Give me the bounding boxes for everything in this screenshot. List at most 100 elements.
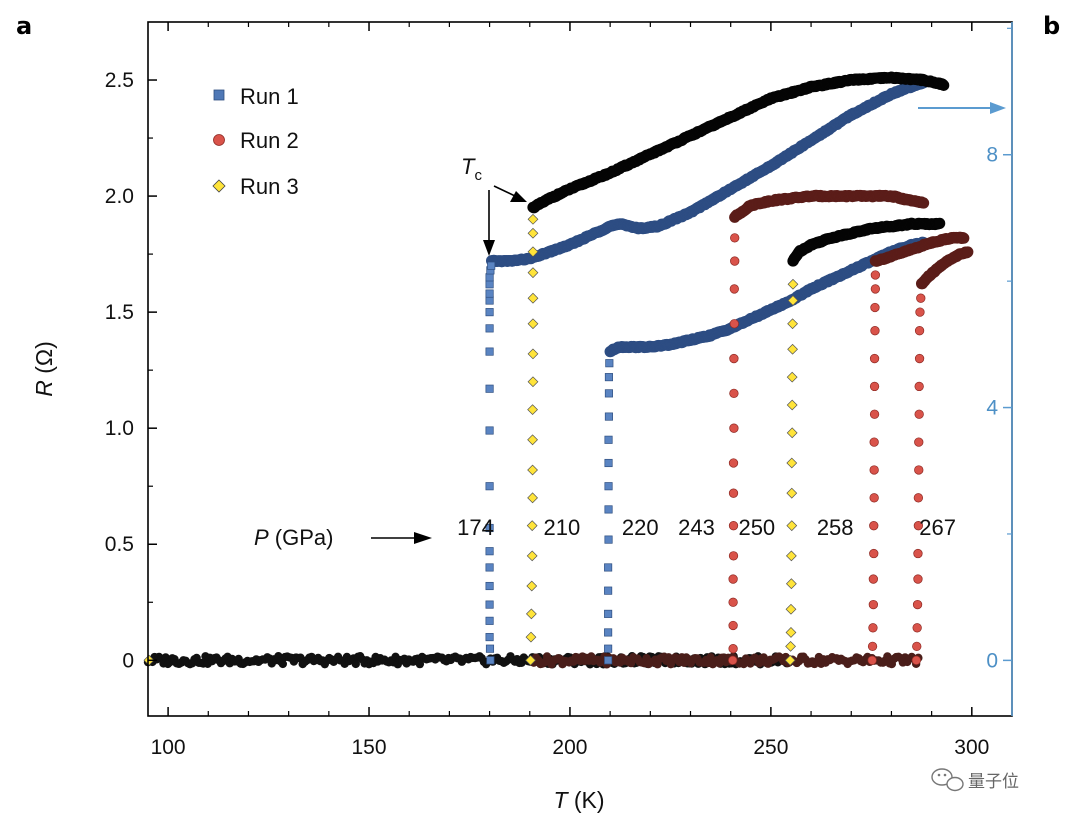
y-axis-unit: (Ω) bbox=[31, 341, 57, 380]
pressure-annotation: P (GPa) bbox=[254, 525, 432, 550]
transition-point bbox=[527, 434, 538, 446]
transition-point bbox=[728, 597, 738, 607]
pressure-value-label: 250 bbox=[738, 515, 775, 540]
transition-point bbox=[485, 273, 494, 282]
x-tick-label: 250 bbox=[753, 736, 788, 759]
transition-point bbox=[485, 563, 494, 572]
y-axis-variable: R bbox=[31, 380, 57, 397]
legend-marker-run-2 bbox=[213, 134, 225, 146]
curve-174-gpa bbox=[485, 77, 930, 665]
wechat-icon bbox=[931, 768, 964, 792]
y-tick-label: 0.5 bbox=[105, 533, 134, 556]
tc-label: Tc bbox=[461, 154, 482, 184]
transition-point bbox=[869, 548, 879, 559]
right-axis-tick-label: 8 bbox=[986, 144, 998, 167]
y-tick-label: 2.5 bbox=[105, 69, 134, 92]
labels-layer: 100 150 200 250 300 0 0.5 1.0 1.5 2.0 2.5 0 4 8 174 210… bbox=[105, 69, 999, 759]
ticks-layer bbox=[148, 22, 1012, 716]
transition-point bbox=[869, 493, 879, 503]
data-layer bbox=[143, 71, 974, 669]
transition-point bbox=[728, 574, 738, 584]
transition-point bbox=[868, 623, 878, 633]
transition-point bbox=[604, 458, 613, 468]
transition-point bbox=[914, 353, 925, 364]
normal-state-point bbox=[938, 79, 950, 91]
transition-point bbox=[728, 620, 738, 631]
transition-point bbox=[913, 548, 923, 559]
transition-point bbox=[729, 284, 739, 294]
y-tick-label: 1.5 bbox=[105, 301, 134, 324]
transition-point bbox=[604, 505, 613, 514]
transition-point bbox=[912, 599, 923, 610]
transition-point bbox=[787, 318, 798, 330]
baseline-point bbox=[351, 659, 360, 669]
transition-point bbox=[912, 641, 922, 652]
right-axis-arrow-head bbox=[990, 102, 1006, 114]
transition-point bbox=[486, 656, 495, 665]
transition-point bbox=[784, 654, 796, 666]
transition-point bbox=[786, 457, 798, 469]
x-tick-label: 150 bbox=[351, 736, 386, 759]
x-tick-label: 300 bbox=[954, 736, 989, 759]
transition-point bbox=[785, 550, 797, 562]
transition-point bbox=[869, 521, 879, 531]
transition-point bbox=[785, 578, 797, 590]
transition-point bbox=[485, 644, 495, 653]
tc-variable: T bbox=[461, 154, 476, 179]
transition-point bbox=[604, 435, 613, 444]
transition-point bbox=[485, 547, 494, 556]
transition-point bbox=[525, 631, 537, 643]
transition-point bbox=[913, 574, 923, 584]
pressure-value-label: 258 bbox=[817, 515, 854, 540]
y-axis-label: R (Ω) bbox=[31, 341, 57, 397]
transition-point bbox=[728, 644, 738, 654]
normal-state-point bbox=[958, 232, 970, 244]
tc-arrow-diagonal-shaft bbox=[493, 185, 516, 197]
transition-point bbox=[786, 399, 798, 411]
tc-subscript: c bbox=[474, 167, 482, 184]
transition-point bbox=[527, 464, 538, 476]
transition-point bbox=[867, 655, 877, 665]
pressure-value-label: 210 bbox=[544, 515, 581, 540]
transition-point bbox=[728, 551, 739, 561]
transition-point bbox=[868, 574, 879, 584]
x-axis-unit: (K) bbox=[568, 787, 605, 813]
baseline-point bbox=[415, 659, 425, 669]
watermark: 量子位 bbox=[931, 768, 1019, 792]
transition-point bbox=[869, 381, 880, 392]
transition-point bbox=[869, 353, 880, 364]
transition-point bbox=[729, 388, 739, 399]
transition-point bbox=[913, 493, 924, 503]
transition-point bbox=[604, 482, 613, 491]
transition-point bbox=[729, 423, 739, 433]
right-axis-indicator-arrow bbox=[918, 102, 1006, 114]
transition-point bbox=[485, 482, 494, 491]
transition-point bbox=[485, 289, 494, 298]
watermark-text: 量子位 bbox=[968, 772, 1019, 792]
transition-point bbox=[485, 347, 494, 356]
baseline-point bbox=[883, 652, 892, 661]
tc-annotation: Tc bbox=[461, 154, 527, 256]
transition-point bbox=[914, 409, 924, 419]
transition-point bbox=[604, 656, 613, 665]
transition-point bbox=[525, 654, 536, 666]
normal-state-point bbox=[962, 246, 974, 258]
curve-220-gpa bbox=[604, 236, 930, 665]
normal-state-point bbox=[917, 197, 930, 209]
transition-point bbox=[485, 280, 494, 289]
transition-point bbox=[728, 458, 739, 468]
transition-point bbox=[730, 256, 740, 266]
transition-point bbox=[785, 640, 796, 652]
pressure-value-label: 267 bbox=[919, 515, 956, 540]
transition-point bbox=[787, 295, 799, 306]
transition-point bbox=[786, 520, 798, 532]
transition-point bbox=[525, 608, 537, 620]
transition-point bbox=[870, 284, 881, 294]
transition-point bbox=[604, 586, 613, 595]
transition-point bbox=[527, 376, 539, 388]
pressure-value-label: 220 bbox=[622, 515, 659, 540]
transition-point bbox=[916, 293, 926, 303]
curve-210-gpa bbox=[525, 71, 950, 666]
panel-label-a: a bbox=[16, 12, 32, 40]
